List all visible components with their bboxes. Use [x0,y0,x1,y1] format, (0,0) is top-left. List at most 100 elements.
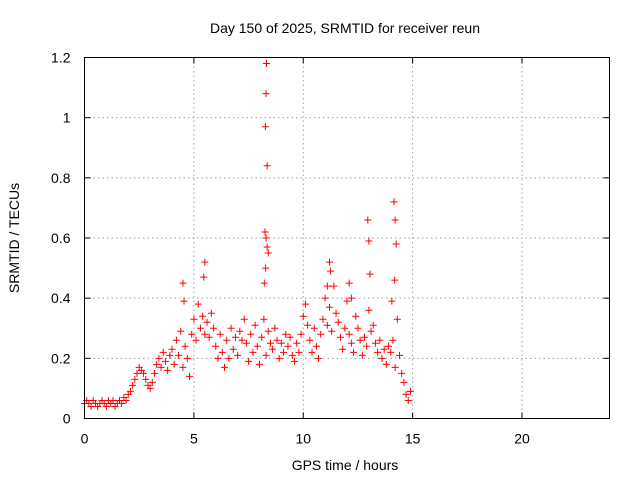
data-point [240,315,248,323]
data-point [271,324,279,332]
y-axis-label: SRMTID / TECUs [6,183,22,293]
data-point [326,258,333,266]
x-tick-label: 20 [514,431,530,447]
data-point [374,348,382,356]
data-point [87,402,95,410]
data-point [391,363,399,371]
data-point [205,333,213,341]
data-point [166,351,174,359]
data-point [336,333,344,341]
data-point [223,336,231,344]
data-point [196,324,204,332]
data-point [260,315,268,323]
data-point [118,399,126,407]
data-point [389,336,397,344]
data-point [402,390,410,398]
data-point [256,360,263,368]
data-point [175,351,183,359]
data-point [367,327,375,335]
data-point [218,348,226,356]
data-point [295,348,303,356]
data-point [201,330,209,338]
data-point [148,378,156,386]
data-point [291,357,298,365]
data-point [306,336,314,344]
data-point [293,339,301,347]
data-point [406,387,414,395]
data-point [200,273,208,281]
data-point [192,336,200,344]
x-axis-label: GPS time / hours [292,457,399,473]
data-point [234,351,242,359]
data-point [177,327,185,335]
data-point [129,381,137,389]
data-point [161,357,169,365]
data-point [286,333,294,341]
data-point [365,306,373,314]
data-point [364,216,372,224]
data-point [146,384,154,392]
data-point [253,342,261,350]
data-point [354,324,362,332]
y-tick-label: 1.2 [51,50,71,66]
data-point [231,333,239,341]
data-point [159,348,167,356]
data-point [157,363,165,371]
data-point [216,330,224,338]
data-point [347,339,355,347]
data-point [109,396,117,404]
y-tick-label: 0.4 [51,290,71,306]
data-point [210,324,218,332]
data-point [334,318,342,326]
data-point [299,312,307,320]
data-point [183,354,191,362]
data-point [288,351,296,359]
data-point [341,324,349,332]
data-point [179,363,187,371]
data-point [404,396,412,404]
data-point [140,369,148,377]
data-point [282,330,290,338]
data-point [247,330,255,338]
data-point [396,351,403,359]
data-point [264,327,272,335]
data-point [275,354,283,362]
data-point [168,345,176,353]
y-tick-label: 0.2 [51,350,71,366]
data-point [327,267,335,275]
data-points [81,60,414,410]
x-tick-label: 10 [295,431,311,447]
data-point [304,321,312,329]
data-point [284,342,292,350]
data-point [330,282,338,290]
data-point [365,237,373,245]
data-point [236,327,244,335]
data-point [371,339,379,347]
data-point [179,279,187,287]
data-point [273,336,281,344]
data-point [203,318,211,326]
data-point [310,324,318,332]
data-point [400,378,408,386]
data-point [262,90,270,98]
data-point [315,354,323,362]
data-point [242,339,250,347]
data-point [391,216,399,224]
data-point [122,396,130,404]
y-tick-label: 0.6 [51,230,71,246]
data-point [312,342,320,350]
data-point [201,258,209,266]
data-point [277,339,285,347]
grid-layer [84,57,610,419]
data-point [358,351,366,359]
data-point [221,363,228,371]
data-point [229,345,237,353]
data-point [382,360,390,368]
data-point [345,279,353,287]
data-point [308,348,316,356]
data-point [387,348,395,356]
data-point [263,243,271,251]
data-point [390,198,398,206]
data-point [262,234,270,242]
